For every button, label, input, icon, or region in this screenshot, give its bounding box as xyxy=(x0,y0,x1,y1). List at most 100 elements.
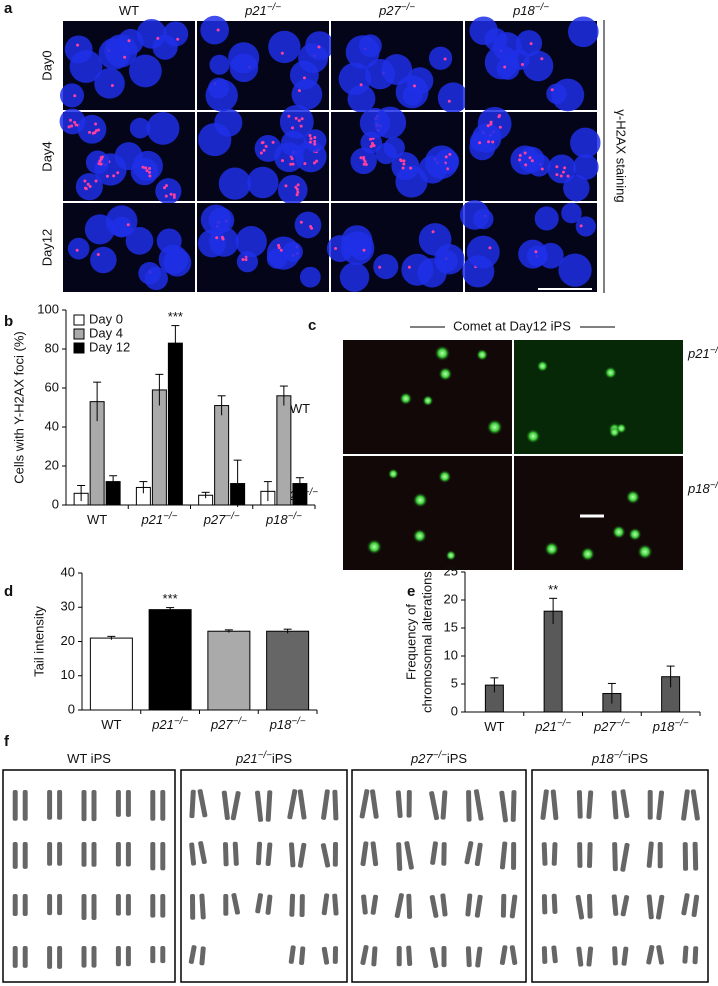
foci xyxy=(409,166,413,170)
chromosome xyxy=(692,946,699,965)
nucleus xyxy=(508,49,530,70)
label-suffix: iPS xyxy=(447,751,468,766)
chromosome xyxy=(361,894,368,915)
karyotype-title: p21−/−iPS xyxy=(235,750,292,767)
nucleus xyxy=(125,227,154,255)
significance: *** xyxy=(168,309,183,324)
foci xyxy=(431,230,435,234)
chromosome xyxy=(332,842,338,867)
chromosome xyxy=(189,789,196,819)
foci xyxy=(446,167,450,171)
y-tick-label: 80 xyxy=(45,340,59,355)
foci xyxy=(83,179,87,183)
comet xyxy=(525,429,541,444)
chromosome xyxy=(465,893,473,917)
chromosome xyxy=(297,842,307,868)
comet xyxy=(422,395,434,407)
nucleus xyxy=(205,79,238,112)
chromosome xyxy=(656,790,665,821)
micrograph xyxy=(197,104,329,205)
nucleus xyxy=(214,108,243,137)
nucleus xyxy=(277,175,308,205)
chromosome xyxy=(657,841,663,869)
label-base: WT xyxy=(101,717,121,732)
karyotype-title: WT iPS xyxy=(67,751,111,766)
chromosome xyxy=(612,842,618,872)
foci xyxy=(216,28,220,32)
label-suffix: iPS xyxy=(87,751,111,766)
foci xyxy=(309,137,313,141)
chromosome xyxy=(474,894,483,918)
y-tick-label: 5 xyxy=(451,675,458,690)
label-superscript: −/− xyxy=(614,750,628,761)
comet xyxy=(366,539,382,555)
foci xyxy=(76,43,80,47)
nucleus xyxy=(85,150,110,175)
micrograph xyxy=(59,19,195,110)
foci xyxy=(534,250,538,254)
comet xyxy=(445,550,457,561)
nucleus xyxy=(570,127,601,159)
foci xyxy=(520,63,524,67)
foci xyxy=(144,166,148,170)
chromosome xyxy=(500,893,507,918)
chromosome xyxy=(289,893,296,917)
nucleus xyxy=(209,54,230,75)
comet xyxy=(486,419,503,436)
nucleus xyxy=(428,46,453,70)
chromosome xyxy=(91,894,97,920)
foci xyxy=(401,166,405,170)
chromosome xyxy=(289,842,296,868)
nucleus xyxy=(200,15,229,45)
chromosome xyxy=(406,790,412,818)
nucleus xyxy=(77,114,107,144)
chromosome xyxy=(198,841,207,865)
chromosome xyxy=(12,842,18,869)
foci xyxy=(215,236,219,240)
x-tick-label: p21−/− xyxy=(151,716,188,733)
foci xyxy=(523,151,527,155)
nucleus xyxy=(279,104,314,139)
chromosome xyxy=(125,790,131,817)
foci xyxy=(116,171,120,175)
micrograph xyxy=(331,21,469,114)
label-superscript: −/− xyxy=(291,716,305,727)
y-tick-label: 20 xyxy=(61,633,75,648)
micrograph xyxy=(459,200,597,292)
comet xyxy=(580,547,595,562)
chromosome xyxy=(441,842,447,866)
comet xyxy=(536,360,549,372)
chromosome xyxy=(440,893,448,917)
comet xyxy=(434,345,450,361)
bar xyxy=(148,609,192,711)
chromosome xyxy=(57,842,63,866)
foci xyxy=(127,39,131,43)
foci xyxy=(362,162,366,166)
legend-label: Day 12 xyxy=(89,339,130,354)
chromosome xyxy=(91,946,97,968)
foci xyxy=(362,248,366,252)
chromosome xyxy=(465,946,472,968)
foci xyxy=(73,120,77,124)
x-tick-label: WT xyxy=(87,512,107,527)
nucleus xyxy=(350,238,372,261)
foci xyxy=(287,114,291,118)
panel-letter: b xyxy=(4,313,13,330)
chromosome xyxy=(682,945,689,964)
chromosome xyxy=(91,790,97,822)
nucleus xyxy=(437,82,469,114)
nucleus xyxy=(350,147,377,175)
nucleus xyxy=(484,45,519,80)
karyotype-box xyxy=(351,769,527,983)
bar xyxy=(89,637,133,711)
chromosome xyxy=(575,894,585,920)
chromosome xyxy=(370,789,379,819)
nucleus xyxy=(294,211,322,239)
chromosome xyxy=(621,946,629,966)
chromosome xyxy=(550,789,559,821)
chromosome xyxy=(541,842,548,866)
foci xyxy=(302,76,306,80)
foci xyxy=(290,157,294,161)
karyotype-title: p18−/−iPS xyxy=(591,750,648,767)
